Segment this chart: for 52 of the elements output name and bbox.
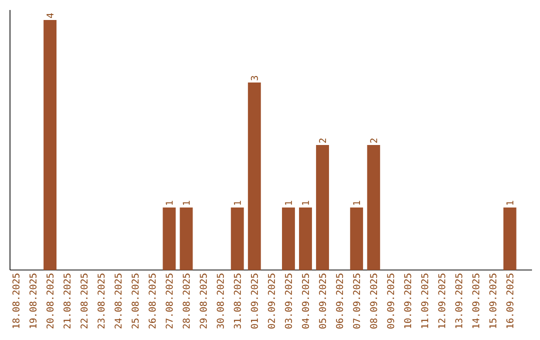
data-label: 1 bbox=[234, 200, 241, 205]
bar bbox=[503, 208, 516, 270]
x-tick-label: 01.09.2025 bbox=[250, 274, 258, 329]
x-tick-label: 27.08.2025 bbox=[166, 274, 173, 328]
bar bbox=[44, 20, 56, 270]
x-tick-label: 16.09.2025 bbox=[506, 274, 514, 328]
bar bbox=[282, 208, 295, 270]
data-label: 3 bbox=[250, 76, 258, 80]
bar bbox=[350, 208, 364, 270]
x-tick-label: 07.09.2025 bbox=[353, 274, 360, 329]
x-tick-label: 23.08.2025 bbox=[98, 274, 105, 328]
data-label: 2 bbox=[319, 138, 326, 143]
bar bbox=[367, 145, 380, 270]
x-tick-label: 12.09.2025 bbox=[438, 274, 446, 328]
x-tick-label: 22.08.2025 bbox=[80, 274, 88, 328]
data-label: 1 bbox=[166, 200, 173, 205]
data-label: 1 bbox=[182, 200, 190, 205]
x-tick-label: 19.08.2025 bbox=[29, 274, 37, 328]
x-tick-label: 15.09.2025 bbox=[489, 274, 496, 328]
x-tick-label: 21.08.2025 bbox=[64, 274, 71, 328]
x-tick-label: 11.09.2025 bbox=[421, 274, 428, 328]
data-label: 1 bbox=[285, 200, 292, 205]
x-tick-label: 29.08.2025 bbox=[200, 274, 207, 328]
bar bbox=[162, 208, 176, 270]
x-tick-label: 03.09.2025 bbox=[284, 274, 292, 329]
bar bbox=[230, 208, 244, 270]
x-tick-label: 24.08.2025 bbox=[114, 274, 122, 328]
data-label: 1 bbox=[353, 200, 360, 205]
x-tick-label: 10.09.2025 bbox=[404, 274, 412, 328]
x-tick-label: 26.08.2025 bbox=[148, 274, 156, 328]
bar bbox=[180, 208, 193, 270]
x-tick-label: 30.08.2025 bbox=[216, 274, 224, 328]
x-tick-label: 25.08.2025 bbox=[132, 274, 139, 328]
x-tick-label: 14.09.2025 bbox=[472, 274, 480, 328]
x-tick-label: 05.09.2025 bbox=[318, 274, 326, 329]
data-label: 1 bbox=[302, 200, 309, 205]
x-tick-label: 20.08.2025 bbox=[46, 274, 54, 328]
x-tick-label: 04.09.2025 bbox=[302, 274, 310, 329]
x-tick-label: 13.09.2025 bbox=[455, 274, 462, 328]
data-label: 2 bbox=[370, 138, 378, 143]
x-tick-label: 18.08.2025 bbox=[12, 274, 20, 328]
x-tick-label: 06.09.2025 bbox=[336, 274, 344, 329]
x-tick-label: 08.09.2025 bbox=[370, 274, 378, 329]
x-tick-label: 02.09.2025 bbox=[268, 274, 275, 329]
x-tick-label: 28.08.2025 bbox=[182, 274, 190, 328]
bar bbox=[299, 208, 312, 270]
bar bbox=[248, 82, 261, 270]
data-label: 1 bbox=[506, 200, 514, 205]
x-tick-label: 09.09.2025 bbox=[387, 274, 394, 329]
bar bbox=[316, 145, 329, 270]
x-tick-label: 31.08.2025 bbox=[234, 274, 241, 328]
data-label: 4 bbox=[46, 13, 54, 18]
